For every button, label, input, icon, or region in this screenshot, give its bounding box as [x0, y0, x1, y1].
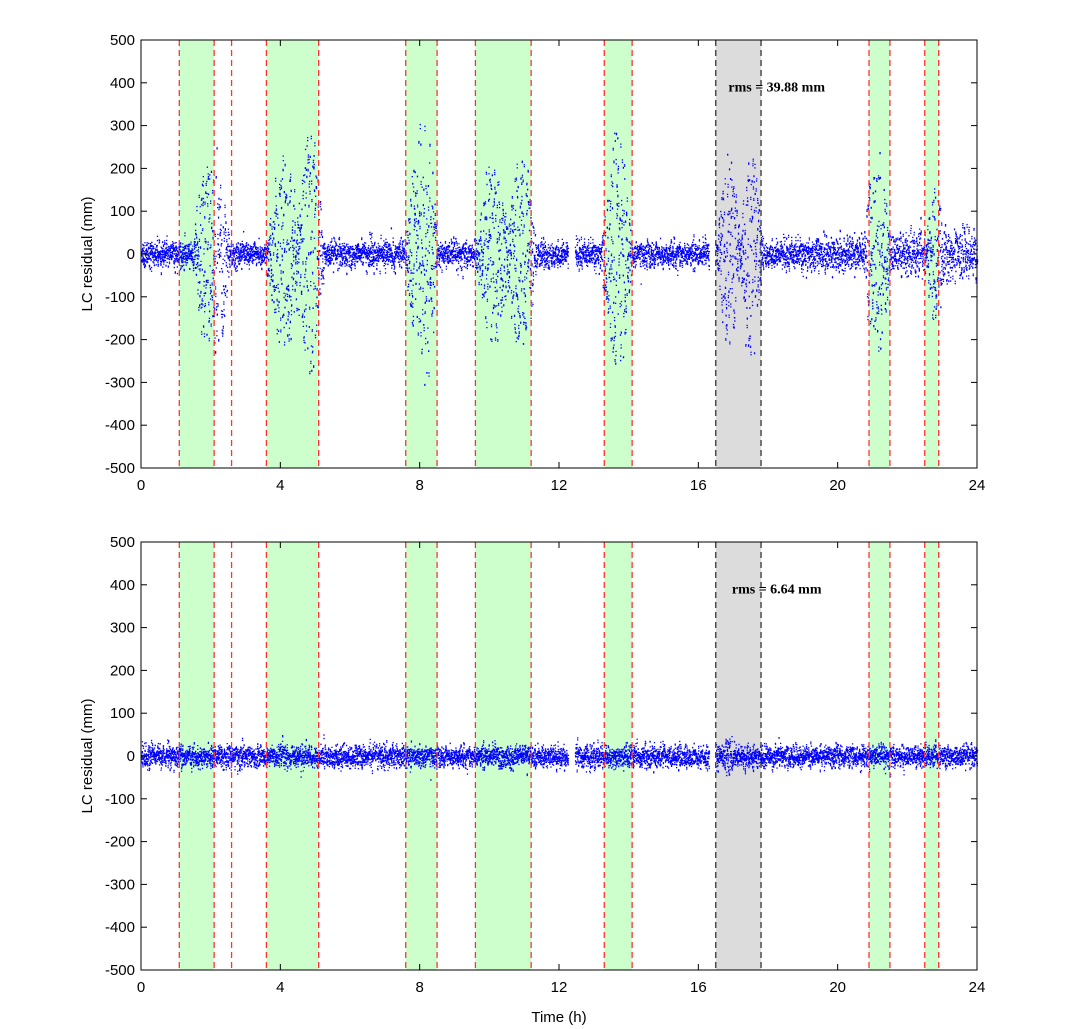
x-tick-label: 0	[137, 477, 145, 494]
bottom-panel: 0 4 8 12 16 20 24 -500 -400 -300 -200 -100 0 100 200 3…	[79, 534, 985, 1026]
y-tick-label: -500	[105, 460, 135, 477]
event-lines	[178, 40, 940, 468]
residual-points	[141, 123, 979, 386]
x-tick-label: 24	[969, 477, 986, 494]
highlight-band	[604, 40, 633, 468]
y-axis-label: LC residual (mm)	[79, 196, 96, 311]
y-tick-label: 500	[110, 534, 135, 551]
y-tick-label: -200	[105, 834, 135, 851]
top-panel: 0 4 8 12 16 20 24 -500 -400 -300 -200 -100 0 100 200 3…	[79, 32, 985, 494]
y-tick-label: 100	[110, 203, 135, 220]
y-tick-label: -500	[105, 962, 135, 979]
y-axis-ticks: -500 -400 -300 -200 -100 0 100 200 300 400 500	[105, 534, 977, 979]
highlight-band	[475, 40, 532, 468]
y-tick-label: 200	[110, 662, 135, 679]
highlight-band	[405, 40, 438, 468]
rms-annotation: rms = 6.64 mm	[732, 582, 822, 597]
residual-point-cloud	[141, 734, 979, 781]
x-tick-label: 16	[690, 979, 707, 996]
y-tick-label: 0	[127, 748, 135, 765]
y-axis-label: LC residual (mm)	[79, 698, 96, 813]
x-tick-label: 16	[690, 477, 707, 494]
x-tick-label: 20	[829, 979, 846, 996]
y-tick-label: 300	[110, 118, 135, 135]
residual-point-cloud	[141, 123, 979, 386]
event-lines	[178, 542, 940, 970]
x-tick-label: 8	[415, 477, 423, 494]
x-tick-label: 24	[969, 979, 986, 996]
x-axis-ticks: 0 4 8 12 16 20 24	[137, 542, 986, 996]
y-tick-label: 400	[110, 75, 135, 92]
y-tick-label: -200	[105, 332, 135, 349]
x-tick-label: 12	[551, 979, 568, 996]
y-tick-label: 400	[110, 577, 135, 594]
y-tick-label: 200	[110, 160, 135, 177]
y-tick-label: -100	[105, 791, 135, 808]
y-tick-label: -300	[105, 374, 135, 391]
residual-points	[141, 734, 979, 781]
y-tick-label: -400	[105, 417, 135, 434]
y-tick-label: 500	[110, 32, 135, 49]
x-tick-label: 0	[137, 979, 145, 996]
x-tick-label: 12	[551, 477, 568, 494]
y-tick-label: 100	[110, 705, 135, 722]
y-tick-label: 0	[127, 246, 135, 263]
y-tick-label: 300	[110, 620, 135, 637]
y-tick-label: -300	[105, 876, 135, 893]
x-tick-label: 4	[276, 979, 284, 996]
x-tick-label: 4	[276, 477, 284, 494]
x-axis-ticks: 0 4 8 12 16 20 24	[137, 40, 986, 494]
x-tick-label: 8	[415, 979, 423, 996]
rms-annotation: rms = 39.88 mm	[728, 80, 825, 95]
y-tick-label: -400	[105, 919, 135, 936]
highlight-band	[924, 40, 939, 468]
x-axis-label: Time (h)	[531, 1009, 586, 1026]
x-tick-label: 20	[829, 477, 846, 494]
y-axis-ticks: -500 -400 -300 -200 -100 0 100 200 300 400 500	[105, 32, 977, 477]
highlight-band	[924, 542, 939, 970]
y-tick-label: -100	[105, 289, 135, 306]
